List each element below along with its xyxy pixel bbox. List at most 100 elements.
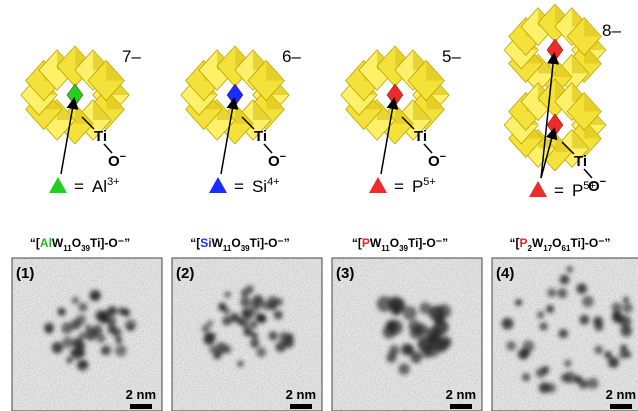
figure: 7–TiO−=Al3+“[AlW11O39Ti]-O⁻”(1)2 nm6–TiO… xyxy=(0,0,638,411)
structure: 6–TiO−=Si4+“[SiW11O39Ti]-O⁻”(2)2 nm xyxy=(172,46,322,411)
equals: = xyxy=(74,177,84,196)
particle xyxy=(237,361,243,367)
particle xyxy=(560,275,570,285)
particle xyxy=(613,312,625,324)
title-part: O xyxy=(231,236,240,250)
title-part: Ti]-O⁻” xyxy=(250,236,290,250)
particle xyxy=(594,346,603,355)
particle xyxy=(92,292,100,300)
structure: 8–TiO−=P5+“[P2W17O61Ti]-O⁻”(4)2 nm xyxy=(492,4,638,411)
particle xyxy=(557,288,567,298)
particle xyxy=(207,320,213,326)
particle xyxy=(203,333,215,345)
heteroatom xyxy=(67,84,83,106)
ion-charge: 5+ xyxy=(423,176,436,188)
ion: P xyxy=(572,181,583,200)
particle xyxy=(516,299,522,305)
particle xyxy=(546,305,554,313)
panel-label: (1) xyxy=(16,265,34,282)
particle xyxy=(422,347,433,358)
particle xyxy=(218,302,226,310)
oxygen: O xyxy=(108,153,120,170)
title-part: O xyxy=(390,236,399,250)
o-bond xyxy=(264,144,272,153)
oxygen-charge: − xyxy=(280,151,286,163)
title-part: W xyxy=(532,236,544,250)
scale-label: 2 nm xyxy=(126,387,156,402)
title-part: Ti]-O⁻” xyxy=(90,236,130,250)
structure: 7–TiO−=Al3+“[AlW11O39Ti]-O⁻”(1)2 nm xyxy=(12,46,162,411)
o-bond xyxy=(104,144,112,153)
panel-label: (2) xyxy=(176,265,194,282)
particle xyxy=(85,324,92,331)
particle xyxy=(579,315,589,325)
title-part: O xyxy=(72,236,81,250)
o-bond xyxy=(584,169,592,178)
particle xyxy=(252,295,264,307)
oxygen-charge: − xyxy=(600,176,606,188)
particle xyxy=(410,327,422,339)
scale-bar xyxy=(610,404,632,409)
particle xyxy=(275,298,283,306)
particle xyxy=(58,308,65,315)
ion: Al xyxy=(92,177,107,196)
particle xyxy=(506,341,516,351)
particle xyxy=(624,351,631,358)
particle xyxy=(96,334,105,343)
particle xyxy=(587,378,598,389)
particle xyxy=(115,337,122,344)
particle xyxy=(269,331,278,340)
particle xyxy=(537,311,544,318)
particle xyxy=(574,375,582,383)
charge: 8– xyxy=(602,21,621,40)
title-part: W xyxy=(370,236,382,250)
particle xyxy=(622,303,632,313)
particle xyxy=(429,332,440,343)
particle xyxy=(608,357,619,368)
particle xyxy=(101,345,111,355)
particle xyxy=(85,329,96,340)
charge: 7– xyxy=(122,47,141,66)
particle xyxy=(558,329,568,339)
heteroatom xyxy=(547,39,563,61)
particle xyxy=(564,360,572,368)
charge: 5– xyxy=(442,47,461,66)
ion: Si xyxy=(252,177,267,196)
legend-label: =P5+ xyxy=(394,176,436,196)
particle xyxy=(255,314,264,323)
particle xyxy=(256,347,266,357)
title-part: Ti]-O⁻” xyxy=(570,236,610,250)
particle xyxy=(250,339,259,348)
particle xyxy=(377,296,393,312)
particle xyxy=(502,318,514,330)
title-part: “[ xyxy=(30,236,40,250)
oxygen-label: O− xyxy=(108,151,126,170)
oxygen-charge: − xyxy=(120,151,126,163)
particle xyxy=(240,297,251,308)
structure: 5–TiO−=P5+“[PW11O39Ti]-O⁻”(3)2 nm xyxy=(332,46,482,411)
ion-charge: 5+ xyxy=(583,180,596,192)
ti-label: Ti xyxy=(254,128,267,145)
oxygen-charge: − xyxy=(440,151,446,163)
panel-title: “[P2W17O61Ti]-O⁻” xyxy=(509,236,610,253)
title-part: Ti]-O⁻” xyxy=(408,236,448,250)
particle xyxy=(250,321,258,329)
particle xyxy=(401,343,413,355)
ti-label: Ti xyxy=(574,153,587,170)
panel-title: “[PW11O39Ti]-O⁻” xyxy=(352,236,448,253)
particle xyxy=(419,302,431,314)
oxygen-label: O− xyxy=(428,151,446,170)
particle xyxy=(224,291,230,297)
panel-label: (3) xyxy=(336,265,354,282)
particle xyxy=(390,298,405,313)
particle xyxy=(120,308,128,316)
particle xyxy=(398,363,409,374)
particle xyxy=(72,297,79,304)
particle xyxy=(389,345,399,355)
oxygen: O xyxy=(428,153,440,170)
title-part: W xyxy=(52,236,64,250)
particle xyxy=(78,303,87,312)
particle xyxy=(52,342,63,353)
particle xyxy=(546,383,556,393)
panel-title: “[SiW11O39Ti]-O⁻” xyxy=(190,236,290,253)
